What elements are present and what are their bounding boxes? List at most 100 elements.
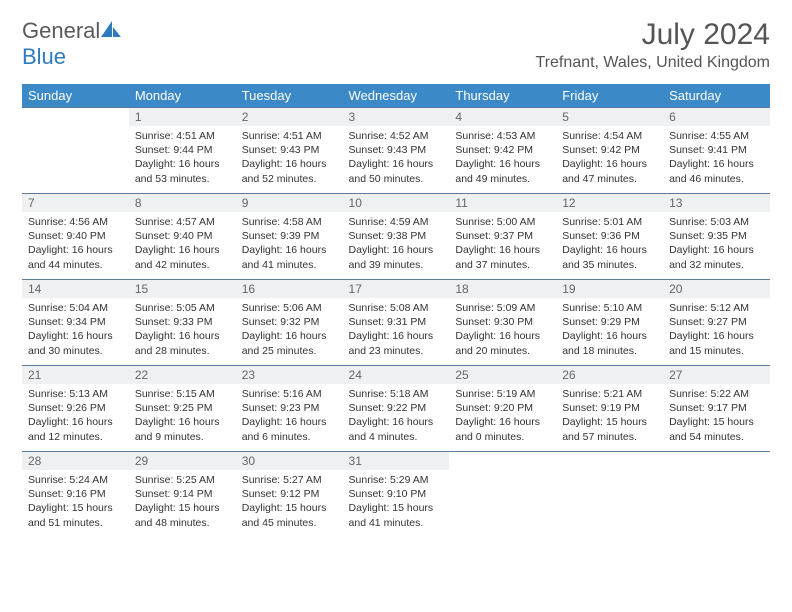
sunset-line: Sunset: 9:22 PM <box>349 402 427 414</box>
sunrise-line: Sunrise: 5:21 AM <box>562 388 642 400</box>
sunrise-line: Sunrise: 5:10 AM <box>562 302 642 314</box>
day-number: 5 <box>556 108 663 126</box>
day-number: 8 <box>129 194 236 212</box>
sunset-line: Sunset: 9:42 PM <box>455 144 533 156</box>
sunrise-line: Sunrise: 5:16 AM <box>242 388 322 400</box>
weekday-header: Tuesday <box>236 84 343 108</box>
calendar-day-cell: 6Sunrise: 4:55 AMSunset: 9:41 PMDaylight… <box>663 108 770 194</box>
day-details: Sunrise: 5:09 AMSunset: 9:30 PMDaylight:… <box>449 298 556 362</box>
sunset-line: Sunset: 9:27 PM <box>669 316 747 328</box>
calendar-day-cell: 29Sunrise: 5:25 AMSunset: 9:14 PMDayligh… <box>129 452 236 538</box>
sunset-line: Sunset: 9:33 PM <box>135 316 213 328</box>
day-details: Sunrise: 5:04 AMSunset: 9:34 PMDaylight:… <box>22 298 129 362</box>
day-details: Sunrise: 5:15 AMSunset: 9:25 PMDaylight:… <box>129 384 236 448</box>
day-details: Sunrise: 5:10 AM Sunset: 9:29 PM Daylight:… <box>556 298 663 362</box>
day-number: 22 <box>129 366 236 384</box>
calendar-day-cell: 16Sunrise: 5:06 AMSunset: 9:32 PMDayligh… <box>236 280 343 366</box>
sunrise-line: Sunrise: 5:13 AM <box>28 388 108 400</box>
daylight-line: Daylight: 16 hours and 32 minutes. <box>669 244 754 270</box>
day-number: 19 <box>556 280 663 298</box>
day-details: Sunrise: 5:22 AMSunset: 9:17 PMDaylight:… <box>663 384 770 448</box>
sunset-line: Sunset: 9:29 PM <box>562 316 640 328</box>
calendar-week-row: 21Sunrise: 5:13 AMSunset: 9:26 PMDayligh… <box>22 366 770 452</box>
day-details: Sunrise: 4:51 AMSunset: 9:43 PMDaylight:… <box>236 126 343 190</box>
sunset-line: Sunset: 9:36 PM <box>562 230 640 242</box>
calendar-empty-cell <box>449 452 556 538</box>
sunrise-line: Sunrise: 5:15 AM <box>135 388 215 400</box>
calendar-day-cell: 28Sunrise: 5:24 AMSunset: 9:16 PMDayligh… <box>22 452 129 538</box>
calendar-day-cell: 2Sunrise: 4:51 AMSunset: 9:43 PMDaylight… <box>236 108 343 194</box>
daylight-line: Daylight: 16 hours and 50 minutes. <box>349 158 434 184</box>
daylight-line: Daylight: 16 hours and 25 minutes. <box>242 330 327 356</box>
day-number: 3 <box>343 108 450 126</box>
daylight-line: Daylight: 16 hours and 23 minutes. <box>349 330 434 356</box>
daylight-line: Daylight: 15 hours and 54 minutes. <box>669 416 754 442</box>
calendar-week-row: 7Sunrise: 4:56 AMSunset: 9:40 PMDaylight… <box>22 194 770 280</box>
sunrise-line: Sunrise: 4:57 AM <box>135 216 215 228</box>
calendar-day-cell: 21Sunrise: 5:13 AMSunset: 9:26 PMDayligh… <box>22 366 129 452</box>
brand-text: General Blue <box>22 18 122 70</box>
sunrise-line: Sunrise: 5:24 AM <box>28 474 108 486</box>
sunset-line: Sunset: 9:14 PM <box>135 488 213 500</box>
day-number: 31 <box>343 452 450 470</box>
sunset-line: Sunset: 9:25 PM <box>135 402 213 414</box>
day-number: 21 <box>22 366 129 384</box>
sunrise-line: Sunrise: 4:54 AM <box>562 130 642 142</box>
location-subtitle: Trefnant, Wales, United Kingdom <box>536 54 770 72</box>
calendar-day-cell: 13Sunrise: 5:03 AMSunset: 9:35 PMDayligh… <box>663 194 770 280</box>
daylight-line: Daylight: 16 hours and 47 minutes. <box>562 158 647 184</box>
sunrise-line: Sunrise: 4:55 AM <box>669 130 749 142</box>
sunrise-line: Sunrise: 5:01 AM <box>562 216 642 228</box>
calendar-day-cell: 5Sunrise: 4:54 AMSunset: 9:42 PMDaylight… <box>556 108 663 194</box>
calendar-day-cell: 22Sunrise: 5:15 AMSunset: 9:25 PMDayligh… <box>129 366 236 452</box>
day-number: 18 <box>449 280 556 298</box>
day-details: Sunrise: 5:13 AMSunset: 9:26 PMDaylight:… <box>22 384 129 448</box>
sunrise-line: Sunrise: 4:58 AM <box>242 216 322 228</box>
day-number: 1 <box>129 108 236 126</box>
calendar-day-cell: 8Sunrise: 4:57 AMSunset: 9:40 PMDaylight… <box>129 194 236 280</box>
day-details: Sunrise: 5:00 AMSunset: 9:37 PMDaylight:… <box>449 212 556 276</box>
sunrise-line: Sunrise: 5:06 AM <box>242 302 322 314</box>
daylight-line: Daylight: 15 hours and 57 minutes. <box>562 416 647 442</box>
calendar-day-cell: 19 Sunrise: 5:10 AM Sunset: 9:29 PM Dayligh… <box>556 280 663 366</box>
day-details: Sunrise: 5:24 AMSunset: 9:16 PMDaylight:… <box>22 470 129 534</box>
calendar-day-cell: 27Sunrise: 5:22 AMSunset: 9:17 PMDayligh… <box>663 366 770 452</box>
calendar-day-cell: 30Sunrise: 5:27 AMSunset: 9:12 PMDayligh… <box>236 452 343 538</box>
calendar-day-cell: 31Sunrise: 5:29 AMSunset: 9:10 PMDayligh… <box>343 452 450 538</box>
sunrise-line: Sunrise: 4:59 AM <box>349 216 429 228</box>
day-details: Sunrise: 5:01 AM Sunset: 9:36 PM Daylight:… <box>556 212 663 276</box>
day-number: 23 <box>236 366 343 384</box>
calendar-day-cell: 24Sunrise: 5:18 AMSunset: 9:22 PMDayligh… <box>343 366 450 452</box>
daylight-line: Daylight: 16 hours and 18 minutes. <box>562 330 647 356</box>
sunset-line: Sunset: 9:34 PM <box>28 316 106 328</box>
day-number: 29 <box>129 452 236 470</box>
calendar-day-cell: 4Sunrise: 4:53 AMSunset: 9:42 PMDaylight… <box>449 108 556 194</box>
day-number: 9 <box>236 194 343 212</box>
day-details: Sunrise: 5:21 AMSunset: 9:19 PMDaylight:… <box>556 384 663 448</box>
brand-part2: Blue <box>22 44 66 69</box>
sunrise-line: Sunrise: 4:51 AM <box>135 130 215 142</box>
daylight-line: Daylight: 16 hours and 28 minutes. <box>135 330 220 356</box>
daylight-line: Daylight: 16 hours and 35 minutes. <box>562 244 647 270</box>
weekday-header: Saturday <box>663 84 770 108</box>
daylight-line: Daylight: 16 hours and 4 minutes. <box>349 416 434 442</box>
day-details: Sunrise: 4:52 AMSunset: 9:43 PMDaylight:… <box>343 126 450 190</box>
day-details: Sunrise: 5:06 AMSunset: 9:32 PMDaylight:… <box>236 298 343 362</box>
day-number: 4 <box>449 108 556 126</box>
day-details: Sunrise: 4:57 AMSunset: 9:40 PMDaylight:… <box>129 212 236 276</box>
day-details: Sunrise: 5:19 AMSunset: 9:20 PMDaylight:… <box>449 384 556 448</box>
sunset-line: Sunset: 9:20 PM <box>455 402 533 414</box>
sunset-line: Sunset: 9:23 PM <box>242 402 320 414</box>
day-details: Sunrise: 5:29 AMSunset: 9:10 PMDaylight:… <box>343 470 450 534</box>
sail-icon <box>100 20 122 38</box>
sunrise-line: Sunrise: 4:52 AM <box>349 130 429 142</box>
daylight-line: Daylight: 16 hours and 0 minutes. <box>455 416 540 442</box>
calendar-empty-cell <box>556 452 663 538</box>
day-details: Sunrise: 5:16 AMSunset: 9:23 PMDaylight:… <box>236 384 343 448</box>
sunrise-line: Sunrise: 4:56 AM <box>28 216 108 228</box>
day-number: 10 <box>343 194 450 212</box>
day-number: 28 <box>22 452 129 470</box>
sunset-line: Sunset: 9:38 PM <box>349 230 427 242</box>
day-number: 12 <box>556 194 663 212</box>
day-number: 24 <box>343 366 450 384</box>
